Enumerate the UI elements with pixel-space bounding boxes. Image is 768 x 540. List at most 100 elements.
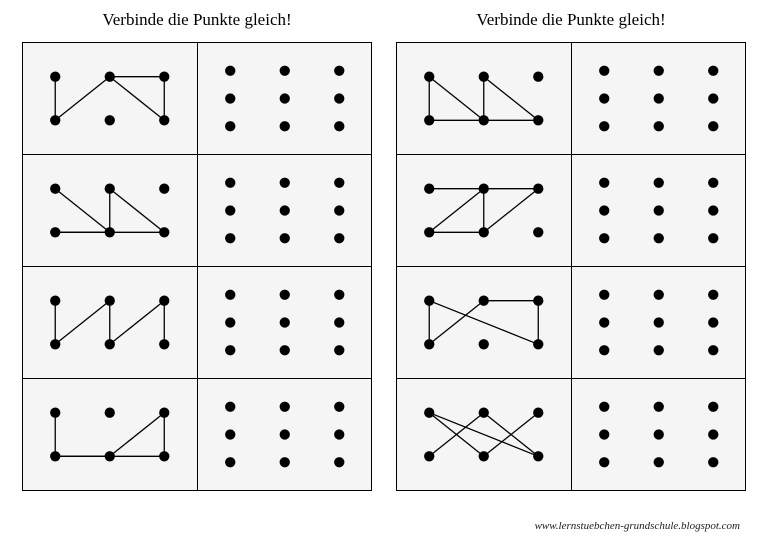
pattern-cell [23,379,198,491]
dot [653,205,663,215]
dot [225,290,235,300]
dot [105,227,115,237]
dot [334,233,344,243]
dot [225,205,235,215]
left-title: Verbinde die Punkte gleich! [22,10,372,30]
dot [533,115,543,125]
dot [334,429,344,439]
blank-dot-grid [198,267,372,378]
dot [424,408,434,418]
dot [479,72,489,82]
blank-cell [197,379,372,491]
dot [653,402,663,412]
dot [50,339,60,349]
dot [708,457,718,467]
dot [424,72,434,82]
dot [334,121,344,131]
dot [653,66,663,76]
dot [334,345,344,355]
blank-cell [197,267,372,379]
dot [50,184,60,194]
dot [279,205,289,215]
connection-line [110,77,165,121]
dot [279,178,289,188]
dot [334,66,344,76]
dot [159,408,169,418]
blank-cell [197,43,372,155]
connection-line [484,189,539,233]
dot [50,227,60,237]
exercise-row [397,379,746,491]
dot [225,66,235,76]
dot [533,72,543,82]
footer-url: www.lernstuebchen-grundschule.blogspot.c… [535,520,740,532]
dot [533,451,543,461]
dot [159,227,169,237]
blank-cell [571,155,746,267]
dot [599,317,609,327]
exercise-row [397,267,746,379]
dot [653,345,663,355]
dot [50,115,60,125]
pattern-dot-grid [397,267,571,378]
pattern-cell [23,43,198,155]
connection-line [429,301,538,345]
pattern-cell [23,267,198,379]
exercise-row [397,155,746,267]
exercise-row [23,155,372,267]
pattern-dot-grid [23,43,197,154]
blank-cell [571,379,746,491]
connection-line [429,413,538,457]
dot [653,290,663,300]
dot [225,457,235,467]
pattern-cell [397,43,572,155]
dot [105,296,115,306]
dot [599,121,609,131]
dot [225,233,235,243]
dot [279,457,289,467]
dot [424,451,434,461]
dot [479,184,489,194]
dot [708,317,718,327]
dot [279,66,289,76]
blank-dot-grid [198,43,372,154]
dot [424,227,434,237]
dot [424,115,434,125]
blank-cell [571,43,746,155]
pattern-cell [397,379,572,491]
dot [599,345,609,355]
dot [279,290,289,300]
dot [599,429,609,439]
dot [105,184,115,194]
dot [599,66,609,76]
dot [105,115,115,125]
left-half: Verbinde die Punkte gleich! [22,10,372,491]
dot [334,205,344,215]
exercise-row [23,379,372,491]
dot [653,457,663,467]
dot [708,121,718,131]
connection-line [55,189,110,233]
exercise-row [23,43,372,155]
blank-dot-grid [572,379,746,490]
connection-line [110,301,165,345]
dot [105,339,115,349]
connection-line [484,77,539,121]
dot [708,93,718,103]
dot [424,184,434,194]
dot [424,339,434,349]
right-half: Verbinde die Punkte gleich! [396,10,746,491]
dot [334,93,344,103]
connection-line [429,77,484,121]
dot [334,178,344,188]
worksheet: Verbinde die Punkte gleich! Verbinde die… [0,0,768,491]
dot [334,290,344,300]
dot [479,451,489,461]
dot [533,227,543,237]
dot [599,457,609,467]
pattern-dot-grid [23,379,197,490]
dot [159,296,169,306]
dot [50,451,60,461]
dot [225,121,235,131]
dot [334,402,344,412]
